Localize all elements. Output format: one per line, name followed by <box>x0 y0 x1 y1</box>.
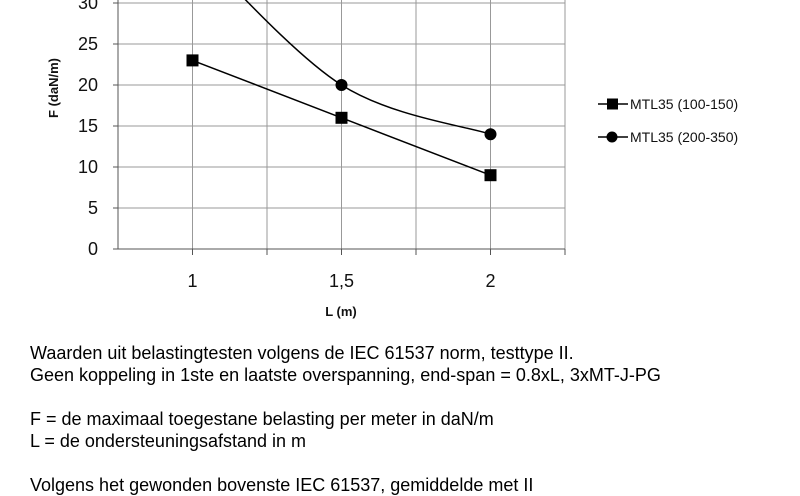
chart-legend: MTL35 (100-150) MTL35 (200-350) <box>598 96 738 145</box>
x-tick-label: 1 <box>187 271 197 291</box>
note-line-3: F = de maximaal toegestane belasting per… <box>30 409 494 429</box>
y-tick-label: 15 <box>78 116 98 136</box>
note-line-1: Waarden uit belastingtesten volgens de I… <box>30 343 574 363</box>
data-point-square <box>484 169 497 182</box>
y-tick-label: 0 <box>88 239 98 259</box>
note-line-2: Geen koppeling in 1ste en laatste oversp… <box>30 365 661 385</box>
notes-block: Waarden uit belastingtesten volgens de I… <box>30 342 790 496</box>
legend-label-series-2: MTL35 (200-350) <box>630 129 738 145</box>
y-tick-label: 30 <box>78 0 98 13</box>
note-line-5: Volgens het gewonden bovenste IEC 61537,… <box>30 475 534 495</box>
y-tick-label: 25 <box>78 34 98 54</box>
y-tick-labels: 0 5 10 15 20 25 30 <box>78 0 98 259</box>
y-tick-label: 10 <box>78 157 98 177</box>
chart-grid <box>118 0 566 249</box>
y-axis-title: F (daN/m) <box>46 58 61 118</box>
chart-series <box>186 0 497 182</box>
legend-item-series-2: MTL35 (200-350) <box>598 129 738 145</box>
x-tick-label: 2 <box>485 271 495 291</box>
data-point-circle <box>484 128 497 141</box>
legend-square-marker <box>607 98 618 110</box>
data-point-square <box>335 111 348 124</box>
x-axis-title: L (m) <box>325 304 357 319</box>
chart-axes <box>113 0 566 255</box>
data-point-circle <box>335 79 348 91</box>
y-tick-label: 20 <box>78 75 98 95</box>
x-tick-labels: 1 1,5 2 <box>187 271 495 291</box>
y-tick-label: 5 <box>88 198 98 218</box>
note-line-4: L = de ondersteuningsafstand in m <box>30 431 307 451</box>
x-tick-label: 1,5 <box>329 271 354 291</box>
legend-label-series-1: MTL35 (100-150) <box>630 96 738 112</box>
legend-circle-marker <box>606 131 618 143</box>
legend-item-series-1: MTL35 (100-150) <box>598 96 738 112</box>
data-point-square <box>186 54 199 67</box>
